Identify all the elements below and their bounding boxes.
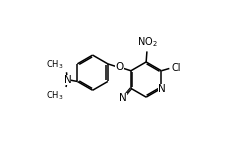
- Text: N: N: [119, 93, 126, 103]
- Text: NO$_2$: NO$_2$: [136, 35, 156, 49]
- Text: Cl: Cl: [171, 63, 180, 73]
- Text: O: O: [115, 62, 123, 72]
- Text: CH$_3$: CH$_3$: [46, 58, 64, 71]
- Text: N: N: [157, 84, 165, 94]
- Text: CH$_3$: CH$_3$: [46, 89, 64, 102]
- Text: N: N: [63, 75, 71, 85]
